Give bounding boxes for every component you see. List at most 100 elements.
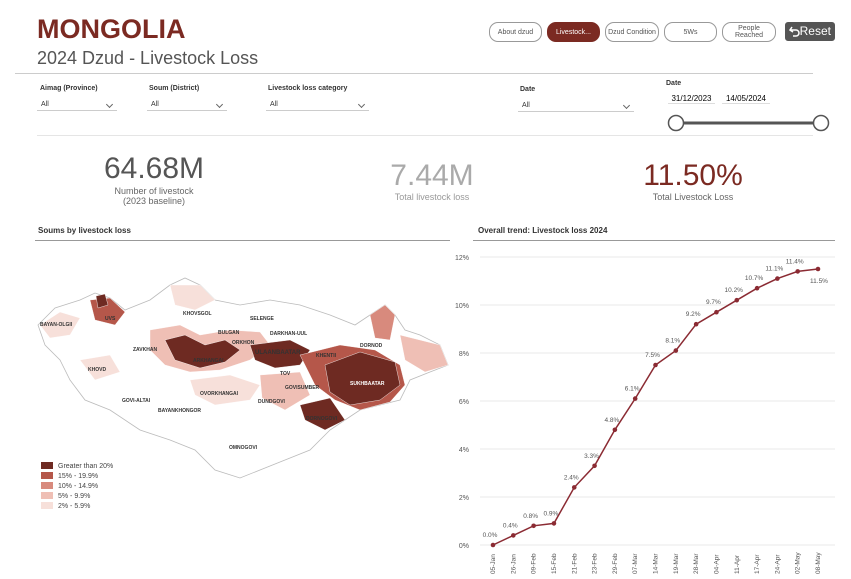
nav-button[interactable]: 5Ws [664,22,717,42]
data-point [571,485,577,490]
kpi-value: 64.68M [103,152,205,185]
map: BAYAN-OLGII UVS KHOVSGOL SELENGE DARKHAN… [37,277,449,510]
date-end[interactable]: 14/05/2024 [722,94,770,104]
region-labels: BAYAN-OLGII UVS KHOVSGOL SELENGE DARKHAN… [40,311,385,451]
region-label: GOVI-ALTAI [122,398,151,404]
legend-label: 5% - 9.9% [58,493,90,500]
y-tick-label: 0% [459,543,469,550]
dropdown[interactable]: All [147,98,227,111]
data-point [693,321,699,327]
data-label: 8.1% [665,338,680,345]
region-label: ARKHANGAI [193,358,224,364]
region-label: BAYAN-OLGII [40,322,73,328]
divider [15,73,813,74]
kpi-value: 7.44M [390,159,474,192]
kpi-value: 11.50% [643,159,743,192]
legend-swatch [41,472,53,479]
data-label: 0.0% [483,532,498,539]
divider [35,240,450,241]
legend-swatch [41,462,53,469]
data-label: 4.8% [604,417,619,424]
map-regions [39,284,449,431]
data-label: 9.2% [686,311,701,318]
data-label: 11.1% [765,266,783,273]
subtitle: 2024 Dzud - Livestock Loss [37,48,259,68]
x-tick-label: 15-Feb [551,553,558,574]
data-point [490,542,496,548]
data-label: 10.7% [745,275,764,282]
nav-button[interactable]: Dzud Condition [605,22,659,42]
x-tick-label: 02-May [795,552,802,574]
x-tick-label: 17-Apr [754,554,761,574]
date-start[interactable]: 31/12/2023 [668,94,715,104]
legend-swatch [41,482,53,489]
kpi-label: Number of livestock [114,186,194,196]
region-label: DORNOGOVI [306,416,338,422]
x-tick-label: 05-Jan [490,554,497,574]
data-label: 0.4% [503,522,518,529]
data-point [531,523,536,529]
data-label: 9.7% [706,299,721,306]
data-point [632,396,638,401]
y-tick-label: 2% [459,495,469,502]
legend-swatch [41,502,53,509]
region-label: DUNDGOVI [258,399,286,405]
nav-button[interactable]: About dzud [489,22,542,42]
data-point [551,521,557,526]
section-title: Overall trend: Livestock loss 2024 [478,226,608,235]
data-label: 2.4% [564,474,579,481]
y-tick-label: 8% [459,351,469,358]
x-tick-label: 24-Apr [774,554,781,574]
x-tick-label: 26-Jan [510,554,517,574]
x-tick-label: 21-Feb [571,553,578,574]
region-label: SELENGE [250,316,275,322]
kpi-label: Total livestock loss [394,192,470,202]
region-label: ULAANBAATAR [255,350,301,356]
data-point [754,285,760,291]
region-label: ORKHON [232,340,255,346]
data-label: 10.2% [725,287,744,294]
dropdown[interactable]: All [266,98,369,111]
kpi-note: (2023 baseline) [122,196,186,206]
data-point [734,297,740,303]
section-title: Soums by livestock loss [38,226,131,235]
region-label: DORNOD [360,343,383,349]
region-label: TOV [280,371,291,377]
x-tick-label: 04-Apr [713,554,720,574]
legend-label: Greater than 20% [58,463,113,470]
region-label: GOVISUMBER [285,385,320,391]
x-tick-label: 29-Feb [612,553,619,574]
data-point [511,533,516,538]
dropdown[interactable]: All [518,99,634,112]
x-tick-label: 08-May [815,552,822,574]
kpi-label: Total Livestock Loss [652,192,734,202]
data-label: 3.3% [584,453,599,460]
y-tick-label: 12% [455,255,469,262]
divider [37,135,813,136]
filter-label: Soum (District) [149,85,200,92]
y-tick-label: 10% [455,303,469,310]
dropdown[interactable]: All [37,98,117,111]
line-chart: 0% 2% 4% 6% 8% 10% 12% 0.0% 0.4% 0.8% 0.9% 2.4% 3.3%… [455,255,835,574]
region-label: OMNOGOVI [229,445,258,451]
x-tick-label: 23-Feb [592,553,599,574]
region-label: BAYANKHONGOR [158,408,201,414]
x-tick-label: 11-Apr [734,554,741,574]
data-point [815,266,821,272]
data-point [795,269,800,274]
nav-button[interactable]: People Reached [722,22,776,42]
region-label: UVS [105,316,116,322]
y-tick-label: 4% [459,447,469,454]
nav-button[interactable]: Livestock... [547,22,600,42]
data-label: 7.5% [645,352,660,359]
region-label: KHOVD [88,367,106,373]
data-point [653,362,658,368]
legend-label: 10% - 14.9% [58,483,98,490]
region-label: OVORKHANGAI [200,391,239,397]
date-label: Date [666,80,682,87]
legend-label: 2% - 5.9% [58,503,90,510]
data-point [592,463,597,469]
data-label: 0.9% [544,510,559,517]
date-slider[interactable] [666,113,836,133]
region-label: KHOVSGOL [183,311,212,317]
